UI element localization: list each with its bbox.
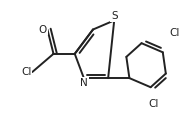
Text: S: S bbox=[111, 11, 118, 21]
Text: N: N bbox=[80, 78, 88, 88]
Text: O: O bbox=[39, 25, 47, 34]
Text: Cl: Cl bbox=[148, 99, 159, 109]
Text: Cl: Cl bbox=[170, 28, 180, 38]
Text: Cl: Cl bbox=[21, 67, 31, 77]
